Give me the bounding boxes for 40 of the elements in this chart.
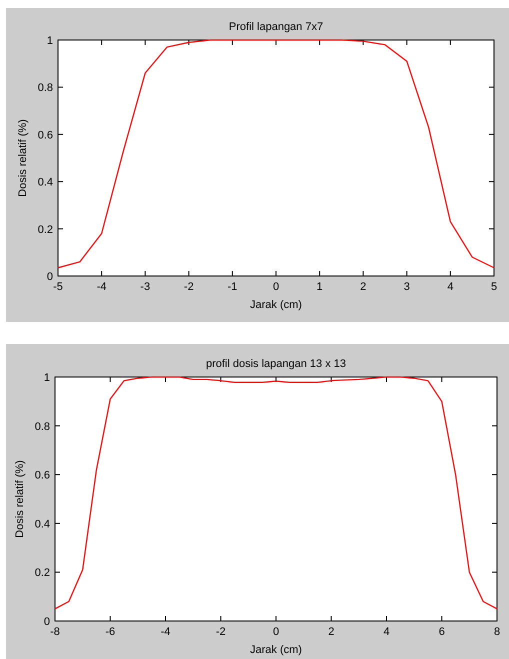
x-tick-label: 0: [272, 626, 280, 638]
line-series: [54, 376, 498, 610]
x-tick-label: 3: [404, 281, 410, 293]
x-tick-label: -3: [140, 281, 150, 293]
x-axis-title: Jarak (cm): [250, 644, 302, 656]
x-tick-label: -6: [105, 626, 116, 638]
y-tick-label: 1: [46, 35, 53, 47]
y-axis-title: Dosis relatif (%): [14, 460, 26, 538]
x-tick-label: 6: [438, 626, 445, 638]
y-tick-label: 0.6: [34, 470, 50, 482]
x-tick-label: 0: [272, 281, 280, 293]
y-tick-label: 0.8: [38, 82, 53, 94]
y-tick-label: 0: [46, 271, 53, 283]
x-tick-label: -2: [184, 281, 194, 293]
x-axis-title: Jarak (cm): [250, 299, 302, 311]
x-tick-label: -8: [50, 626, 60, 638]
y-tick-label: 0.2: [34, 567, 50, 580]
x-tick-label: 4: [383, 626, 390, 638]
y-tick-label: 0.2: [38, 224, 53, 236]
x-tick-label: 1: [316, 281, 323, 293]
x-tick-label: 5: [490, 281, 498, 293]
y-axis-title: Dosis relatif (%): [17, 119, 29, 197]
y-tick-label: 0.8: [34, 420, 50, 433]
chart-title: profil dosis lapangan 13 x 13: [206, 358, 346, 370]
x-tick-label: -1: [228, 281, 238, 293]
x-tick-label: 4: [447, 281, 454, 293]
x-tick-label: -5: [53, 281, 63, 293]
y-tick-label: 0.6: [38, 129, 53, 142]
x-tick-label: -2: [216, 626, 226, 638]
x-tick-label: -4: [160, 626, 170, 638]
y-tick-label: 0.4: [34, 518, 50, 530]
y-tick-label: 0.4: [38, 176, 53, 189]
line-series: [57, 39, 495, 268]
y-tick-label: 0: [44, 616, 50, 628]
x-tick-label: 2: [360, 281, 366, 293]
x-tick-label: -4: [96, 281, 106, 293]
x-tick-label: 8: [494, 626, 500, 638]
chart-title: Profil lapangan 7x7: [228, 21, 324, 33]
x-tick-label: 2: [328, 626, 334, 638]
y-tick-label: 1: [44, 372, 50, 384]
